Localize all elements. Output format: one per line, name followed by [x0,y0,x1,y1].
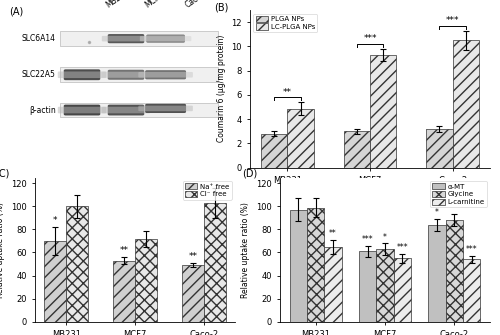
Legend: PLGA NPs, LC-PLGA NPs: PLGA NPs, LC-PLGA NPs [254,13,318,32]
FancyBboxPatch shape [140,36,192,41]
Text: **: ** [283,88,292,96]
Text: ***: *** [396,243,408,252]
Text: **: ** [329,229,337,238]
Bar [344,131,370,168]
Y-axis label: Relative uptake ratio (%): Relative uptake ratio (%) [242,202,250,297]
Text: β-actin: β-actin [29,106,56,115]
Bar [261,134,287,168]
Bar [60,67,218,82]
Bar [452,40,479,168]
FancyBboxPatch shape [64,105,100,116]
Bar [66,206,88,322]
Y-axis label: Coumarin 6 (μg/mg protein): Coumarin 6 (μg/mg protein) [216,35,226,142]
Text: *: * [53,216,58,225]
FancyBboxPatch shape [102,72,150,78]
FancyBboxPatch shape [64,69,100,80]
Text: (A): (A) [10,7,24,17]
FancyBboxPatch shape [146,35,185,43]
Y-axis label: Relative uptake ratio (%): Relative uptake ratio (%) [0,202,6,297]
FancyBboxPatch shape [138,72,193,77]
Text: MB231: MB231 [104,0,130,10]
Text: ***: *** [466,245,477,254]
Legend: Na⁺ free, Cl⁻ free: Na⁺ free, Cl⁻ free [183,181,232,200]
Bar [376,249,394,322]
Bar [426,129,452,168]
Bar [60,103,218,118]
FancyBboxPatch shape [145,104,186,113]
Bar [324,247,342,322]
Bar [307,207,324,322]
FancyBboxPatch shape [58,71,106,78]
Text: ***: *** [446,16,460,25]
FancyBboxPatch shape [102,107,150,113]
Bar [182,265,204,322]
Bar [370,55,396,168]
Text: (B): (B) [214,2,228,12]
FancyBboxPatch shape [108,105,144,116]
Text: *: * [435,208,439,217]
Text: SLC6A14: SLC6A14 [22,34,56,43]
Bar [394,258,411,322]
Bar [428,225,446,322]
FancyBboxPatch shape [138,106,193,111]
Text: MCF7: MCF7 [144,0,166,10]
Text: (D): (D) [242,169,258,179]
Text: *: * [383,232,387,242]
Text: **: ** [188,252,198,261]
Bar [359,251,376,322]
Bar [60,31,218,46]
Legend: α-MT, Glycine, L-carnitine: α-MT, Glycine, L-carnitine [430,181,486,207]
FancyBboxPatch shape [102,36,150,42]
FancyBboxPatch shape [145,70,186,79]
Text: ***: *** [363,35,377,43]
Bar [288,109,314,168]
Bar [446,220,463,322]
Bar [290,210,307,322]
Text: ***: *** [362,235,374,244]
Text: Caco-2: Caco-2 [183,0,210,10]
FancyBboxPatch shape [58,107,106,113]
Bar [135,239,157,322]
Text: SLC22A5: SLC22A5 [22,70,56,79]
Bar [113,261,135,322]
FancyBboxPatch shape [108,70,144,80]
Text: (C): (C) [0,169,10,179]
FancyBboxPatch shape [108,34,144,43]
Bar [204,203,226,322]
Text: **: ** [120,246,128,255]
Bar [463,259,480,322]
Bar [44,241,66,322]
